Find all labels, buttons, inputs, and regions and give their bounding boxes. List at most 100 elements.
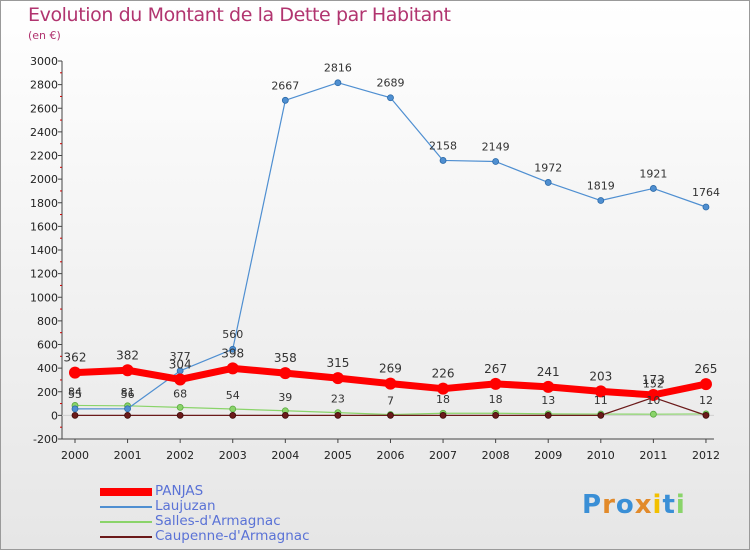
logo-letter: o: [615, 490, 635, 520]
data-label: 173: [642, 373, 665, 387]
data-label: 84: [68, 385, 82, 398]
data-point: [594, 385, 607, 398]
data-label: 2149: [482, 141, 510, 154]
data-point: [597, 197, 605, 204]
data-point: [334, 411, 342, 419]
data-point: [649, 185, 657, 192]
data-point: [176, 411, 184, 419]
data-label: 18: [489, 393, 503, 406]
x-tick-label: 2008: [482, 449, 510, 462]
y-tick-label: 600: [37, 339, 58, 352]
data-label: 56: [121, 388, 135, 401]
data-point: [281, 411, 289, 419]
logo-letter: i: [652, 490, 663, 520]
data-point: [544, 179, 552, 186]
x-tick-label: 2005: [324, 449, 352, 462]
data-point: [226, 362, 239, 375]
data-label: 1819: [587, 180, 615, 193]
data-label: 226: [432, 367, 455, 381]
logo-letter: i: [675, 490, 686, 520]
x-tick-label: 2004: [271, 449, 299, 462]
data-label: 265: [695, 362, 718, 376]
data-point: [174, 373, 187, 386]
data-label: 398: [221, 346, 244, 360]
data-label: 152: [643, 377, 664, 390]
data-label: 39: [278, 391, 292, 404]
y-tick-label: 400: [37, 362, 58, 375]
chart-subtitle: (en €): [28, 29, 61, 42]
data-label: 2816: [324, 62, 352, 75]
x-tick-label: 2000: [61, 449, 89, 462]
data-label: 13: [541, 394, 555, 407]
y-tick-label: 200: [37, 386, 58, 399]
data-point: [647, 388, 660, 401]
x-tick-label: 2003: [219, 449, 247, 462]
data-point: [439, 157, 447, 164]
chart-title: Evolution du Montant de la Dette par Hab…: [28, 4, 451, 26]
data-point: [176, 403, 184, 411]
data-point: [71, 405, 79, 413]
x-tick-label: 2009: [534, 449, 562, 462]
data-label: 54: [226, 389, 240, 402]
data-label: 2667: [271, 79, 299, 92]
y-tick-label: 2200: [30, 150, 58, 163]
data-point: [542, 380, 555, 393]
proxiti-logo: Proxiti: [582, 490, 686, 520]
y-tick-label: 0: [51, 409, 58, 422]
data-point: [387, 94, 394, 102]
y-tick-label: 1400: [30, 244, 58, 257]
data-label: 377: [170, 350, 191, 363]
data-point: [279, 367, 292, 380]
data-point: [699, 378, 712, 391]
data-label: 560: [222, 328, 243, 341]
data-label: 81: [121, 386, 135, 399]
data-label: 267: [484, 362, 507, 376]
data-point: [281, 96, 289, 104]
x-tick-label: 2001: [114, 449, 142, 462]
series-laujuzan: [71, 79, 710, 413]
data-point: [229, 405, 237, 413]
y-tick-label: 2400: [30, 126, 58, 139]
y-tick-label: 2800: [30, 79, 58, 92]
legend-label: Salles-d'Armagnac: [155, 513, 281, 529]
x-tick-label: 2006: [376, 449, 404, 462]
logo-letter: P: [582, 490, 603, 520]
data-point: [331, 372, 344, 385]
data-point: [229, 345, 237, 353]
data-point: [71, 411, 79, 419]
y-tick-label: 1000: [30, 291, 58, 304]
x-tick-label: 2007: [429, 449, 457, 462]
data-point: [121, 364, 134, 377]
data-point: [437, 382, 450, 395]
y-tick-label: -200: [33, 433, 58, 446]
data-label: 1921: [639, 167, 667, 180]
data-point: [489, 377, 502, 390]
legend-label: Laujuzan: [155, 498, 216, 514]
data-point: [124, 405, 131, 413]
data-label: 2689: [376, 77, 404, 90]
y-tick-label: 1200: [30, 268, 58, 281]
data-label: 10: [646, 394, 660, 407]
logo-letter: r: [602, 490, 616, 520]
data-label: 2158: [429, 139, 457, 152]
data-point: [334, 79, 342, 87]
data-label: 241: [537, 365, 560, 379]
data-point: [384, 377, 397, 390]
x-tick-label: 2002: [166, 449, 194, 462]
data-point: [492, 411, 500, 419]
data-label: 55: [68, 388, 82, 401]
legend-swatch: [100, 521, 152, 523]
x-tick-label: 2012: [692, 449, 720, 462]
data-label: 18: [436, 393, 450, 406]
data-label: 269: [379, 362, 402, 376]
data-point: [702, 411, 710, 419]
data-point: [492, 158, 500, 165]
legend-swatch: [100, 536, 152, 538]
legend-swatch: [100, 488, 152, 496]
data-point: [69, 366, 81, 379]
data-point: [124, 411, 131, 419]
x-tick-label: 2010: [587, 449, 615, 462]
legend-label: PANJAS: [155, 483, 204, 499]
